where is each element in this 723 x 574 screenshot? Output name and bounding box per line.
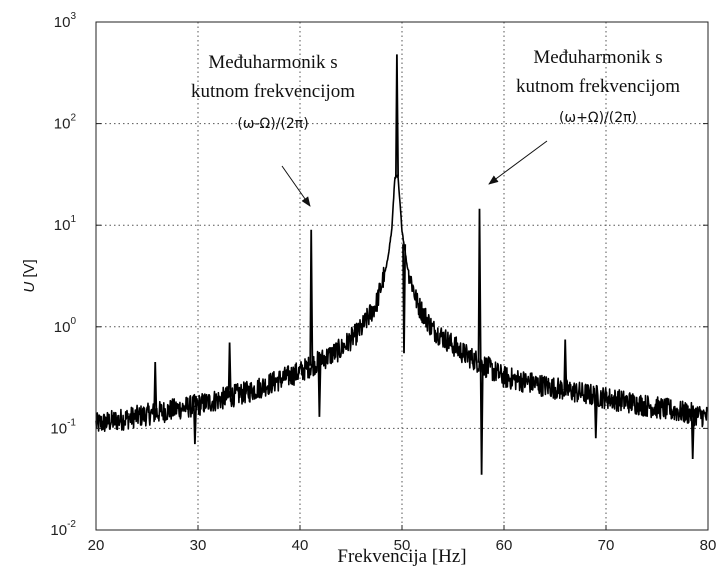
y-axis-label: U [V] bbox=[21, 259, 38, 292]
series-line bbox=[95, 174, 709, 432]
y-tick-group: 10-2 10-1 100 101 102 103 bbox=[50, 11, 708, 539]
y-axis-label-unit: [V] bbox=[21, 259, 38, 277]
x-axis-label: Frekvencija [Hz] bbox=[337, 546, 466, 567]
spike-mark bbox=[477, 208, 482, 363]
annotation-formula: (ω+Ω)/(2π) bbox=[559, 110, 637, 126]
x-tick-label: 50 bbox=[394, 537, 411, 554]
plot-frame bbox=[95, 21, 709, 531]
spike-mark bbox=[227, 342, 232, 397]
y-tick-label: 100 bbox=[54, 316, 77, 336]
spike-mark bbox=[317, 361, 322, 417]
x-tick-label: 20 bbox=[88, 537, 105, 554]
annotation-title: Međuharmonik s bbox=[533, 47, 662, 68]
y-tick-label: 102 bbox=[54, 113, 77, 133]
x-tick-label: 40 bbox=[292, 537, 309, 554]
annotation-subtitle: kutnom frekvencijom bbox=[191, 81, 355, 102]
series-group bbox=[95, 54, 709, 475]
annotation-left: Međuharmonik s kutnom frekvencijom (ω-Ω)/(… bbox=[191, 52, 355, 207]
x-tick-group: 20 30 40 50 60 70 80 bbox=[88, 525, 717, 554]
spike-mark bbox=[193, 405, 197, 445]
y-tick-label: 10-1 bbox=[50, 417, 76, 437]
annotation-arrow bbox=[281, 165, 311, 207]
spike-mark bbox=[563, 339, 568, 390]
y-tick-label: 101 bbox=[54, 214, 77, 234]
y-tick-label: 103 bbox=[54, 11, 77, 31]
annotation-subtitle: kutnom frekvencijom bbox=[516, 76, 680, 97]
x-tick-label: 30 bbox=[190, 537, 207, 554]
annotation-right: Međuharmonik s kutnom frekvencijom (ω+Ω)/(… bbox=[488, 47, 680, 185]
spike-mark bbox=[153, 361, 158, 414]
y-axis-label-symbol: U bbox=[21, 282, 38, 293]
annotation-arrow bbox=[488, 140, 548, 185]
grid bbox=[96, 22, 708, 530]
spike-mark bbox=[690, 414, 695, 460]
x-tick-label: 70 bbox=[598, 537, 615, 554]
x-tick-label: 60 bbox=[496, 537, 513, 554]
y-tick-label: 10-2 bbox=[50, 519, 76, 539]
spike-mark bbox=[395, 54, 399, 177]
annotation-formula: (ω-Ω)/(2π) bbox=[237, 116, 308, 132]
spike-mark bbox=[479, 363, 484, 475]
spike-mark bbox=[402, 244, 407, 354]
spike-mark bbox=[309, 229, 314, 366]
spike-mark bbox=[593, 395, 598, 439]
annotation-title: Međuharmonik s bbox=[208, 52, 337, 73]
x-tick-label: 80 bbox=[700, 537, 717, 554]
annotation-group: Međuharmonik s kutnom frekvencijom (ω-Ω)/(… bbox=[191, 47, 680, 207]
